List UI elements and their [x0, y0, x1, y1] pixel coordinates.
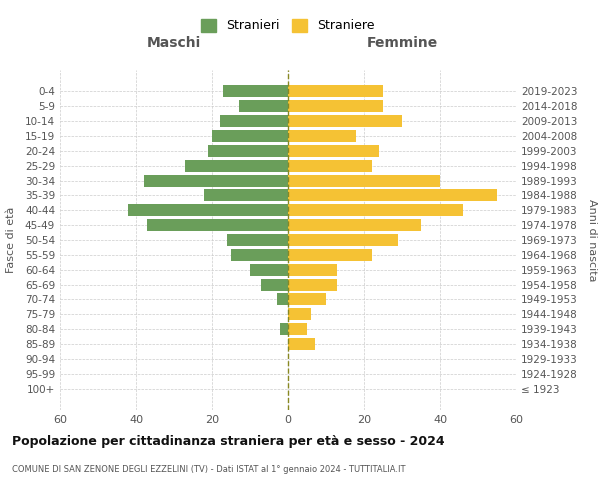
Text: Maschi: Maschi [147, 36, 201, 50]
Bar [208, 145, 288, 157]
Bar [148, 219, 288, 231]
Bar [288, 338, 314, 350]
Bar [223, 86, 288, 98]
Text: Fasce di età: Fasce di età [6, 207, 16, 273]
Bar [277, 294, 288, 306]
Bar [288, 86, 383, 98]
Text: Femmine: Femmine [367, 36, 437, 50]
Bar [250, 264, 288, 276]
Text: Anni di nascita: Anni di nascita [587, 198, 597, 281]
Bar [288, 264, 337, 276]
Bar [288, 160, 371, 172]
Bar [288, 130, 356, 142]
Bar [227, 234, 288, 246]
Bar [288, 204, 463, 216]
Bar [288, 294, 326, 306]
Bar [128, 204, 288, 216]
Bar [288, 323, 307, 335]
Bar [288, 145, 379, 157]
Legend: Stranieri, Straniere: Stranieri, Straniere [197, 15, 379, 36]
Text: Popolazione per cittadinanza straniera per età e sesso - 2024: Popolazione per cittadinanza straniera p… [12, 435, 445, 448]
Bar [205, 190, 288, 202]
Bar [288, 115, 402, 127]
Bar [185, 160, 288, 172]
Bar [239, 100, 288, 112]
Bar [288, 190, 497, 202]
Bar [288, 234, 398, 246]
Bar [288, 308, 311, 320]
Bar [288, 249, 371, 261]
Text: COMUNE DI SAN ZENONE DEGLI EZZELINI (TV) - Dati ISTAT al 1° gennaio 2024 - TUTTI: COMUNE DI SAN ZENONE DEGLI EZZELINI (TV)… [12, 465, 406, 474]
Bar [288, 174, 440, 186]
Bar [220, 115, 288, 127]
Bar [143, 174, 288, 186]
Bar [288, 219, 421, 231]
Bar [280, 323, 288, 335]
Bar [288, 100, 383, 112]
Bar [288, 278, 337, 290]
Bar [262, 278, 288, 290]
Bar [231, 249, 288, 261]
Bar [212, 130, 288, 142]
